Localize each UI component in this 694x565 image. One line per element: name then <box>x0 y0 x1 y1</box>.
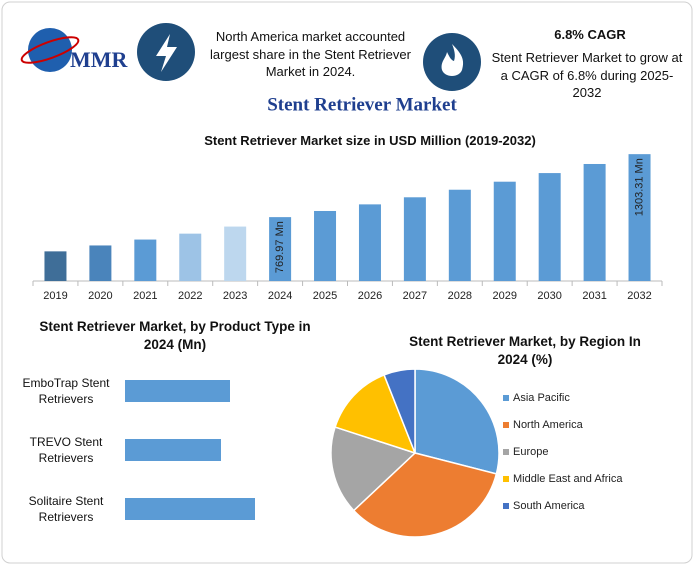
y-tick-label: Solitaire Stent Retrievers <box>28 494 104 524</box>
legend-swatch <box>503 395 509 401</box>
x-tick-label: 2031 <box>582 290 606 302</box>
bar <box>269 217 292 281</box>
legend-label: Middle East and Africa <box>513 473 623 485</box>
flame <box>441 44 464 76</box>
bar <box>125 498 255 520</box>
bar <box>44 251 67 281</box>
bar <box>179 233 202 281</box>
pie-chart-title: Stent Retriever Market, by Region In 202… <box>409 334 641 368</box>
x-tick-label: 2021 <box>133 290 157 302</box>
x-tick-label: 2025 <box>313 290 337 302</box>
x-tick-label: 2026 <box>358 290 382 302</box>
bar <box>538 173 561 281</box>
x-tick-label: 2032 <box>627 290 651 302</box>
x-tick-label: 2027 <box>403 290 427 302</box>
logo-text: MMR <box>70 47 129 72</box>
bar <box>125 380 230 402</box>
highlight-2: Stent Retriever Market to grow at a CAGR… <box>491 50 683 101</box>
highlight-2-title: 6.8% CAGR <box>554 27 626 42</box>
legend-swatch <box>503 422 509 428</box>
bar <box>314 210 337 281</box>
legend-label: North America <box>513 419 584 431</box>
x-tick-label: 2024 <box>268 290 292 302</box>
pie-slice <box>352 452 498 538</box>
logo-globe <box>28 28 72 72</box>
highlight-1: North America market accounted largest s… <box>210 29 411 80</box>
value-label: 1303.31 Mn <box>633 158 645 216</box>
x-tick-label: 2022 <box>178 290 202 302</box>
x-tick-label: 2019 <box>43 290 67 302</box>
bar <box>89 245 112 281</box>
legend-label: South America <box>513 500 585 512</box>
value-label: 769.97 Mn <box>274 221 286 273</box>
bar <box>134 239 157 281</box>
hbar-chart-title: Stent Retriever Market, by Product Type … <box>39 319 311 353</box>
legend-swatch <box>503 449 509 455</box>
legend-swatch <box>503 476 509 482</box>
y-tick-label: EmboTrap Stent Retrievers <box>22 376 110 406</box>
bar <box>583 163 606 281</box>
x-tick-label: 2028 <box>448 290 472 302</box>
legend-label: Europe <box>513 446 548 458</box>
y-tick-label: TREVO Stent Retrievers <box>29 435 103 465</box>
x-tick-label: 2023 <box>223 290 247 302</box>
x-tick-label: 2030 <box>537 290 561 302</box>
main-title: Stent Retriever Market <box>267 94 457 115</box>
bar <box>448 189 471 281</box>
bar <box>358 204 381 281</box>
pie-slice <box>334 373 417 455</box>
bar <box>493 181 516 281</box>
bar-chart-title: Stent Retriever Market size in USD Milli… <box>204 133 536 148</box>
pie-slice <box>383 368 416 454</box>
bar <box>224 226 247 281</box>
legend-swatch <box>503 503 509 509</box>
logo-orbit <box>20 36 80 64</box>
bar <box>628 154 651 281</box>
legend-label: Asia Pacific <box>513 392 570 404</box>
x-tick-label: 2029 <box>493 290 517 302</box>
bar <box>403 197 426 281</box>
bolt <box>156 34 177 72</box>
x-tick-label: 2020 <box>88 290 112 302</box>
bar <box>125 439 221 461</box>
pie-slice <box>414 368 500 475</box>
pie-slice <box>330 426 417 512</box>
